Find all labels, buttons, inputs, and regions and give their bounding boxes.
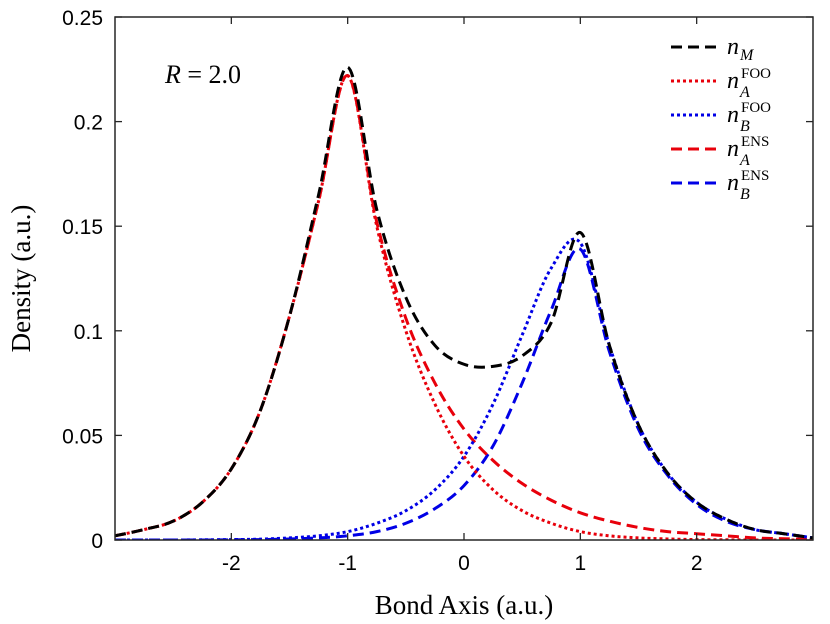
legend-subscript: A (739, 84, 750, 101)
x-tick-label: 1 (574, 552, 586, 575)
y-tick-label: 0.1 (74, 321, 103, 344)
legend-entry: n ENS B (727, 168, 769, 203)
tick-labels: -2 -1 0 1 2 0 0.05 0.1 0.15 0.2 0.25 (62, 7, 702, 575)
x-tick-label: -2 (222, 552, 241, 575)
x-tick-label: 2 (691, 552, 703, 575)
legend-symbol: n (727, 34, 739, 60)
annotation-label: R = 2.0 (164, 60, 241, 89)
legend-symbol: n (727, 136, 739, 162)
y-tick-label: 0.2 (74, 112, 103, 135)
legend-entry: n FOO A (727, 66, 771, 101)
plot-area (115, 17, 813, 540)
x-axis-label: Bond Axis (a.u.) (375, 590, 554, 620)
x-tick-label: 0 (458, 552, 470, 575)
series-line-n-a-foo (115, 74, 813, 540)
legend-superscript: FOO (741, 66, 771, 82)
legend-superscript: ENS (741, 134, 769, 150)
y-axis-label: Density (a.u.) (6, 205, 36, 353)
annotation-var: R (164, 60, 181, 89)
y-tick-label: 0.05 (62, 425, 103, 448)
series-line-n-m (115, 65, 813, 540)
legend-entry: n FOO B (727, 100, 771, 135)
legend-symbol: n (727, 102, 739, 128)
legend-superscript: FOO (741, 100, 771, 116)
series-line-n-b-ens (115, 247, 813, 540)
legend-subscript: M (739, 47, 755, 64)
legend-superscript: ENS (741, 168, 769, 184)
y-tick-label: 0.25 (62, 7, 103, 30)
legend-subscript: B (740, 186, 750, 203)
y-tick-label: 0.15 (62, 216, 103, 239)
annotation-value: = 2.0 (181, 60, 241, 89)
series-line-n-a-ens (115, 74, 813, 540)
x-tick-label: -1 (338, 552, 357, 575)
legend-subscript: B (740, 118, 750, 135)
legend-subscript: A (739, 152, 750, 169)
legend-symbol: n (727, 68, 739, 94)
legend-symbol: n (727, 170, 739, 196)
axis-ticks (115, 16, 813, 541)
y-tick-label: 0 (91, 530, 103, 553)
legend-entry: n ENS A (727, 134, 769, 169)
